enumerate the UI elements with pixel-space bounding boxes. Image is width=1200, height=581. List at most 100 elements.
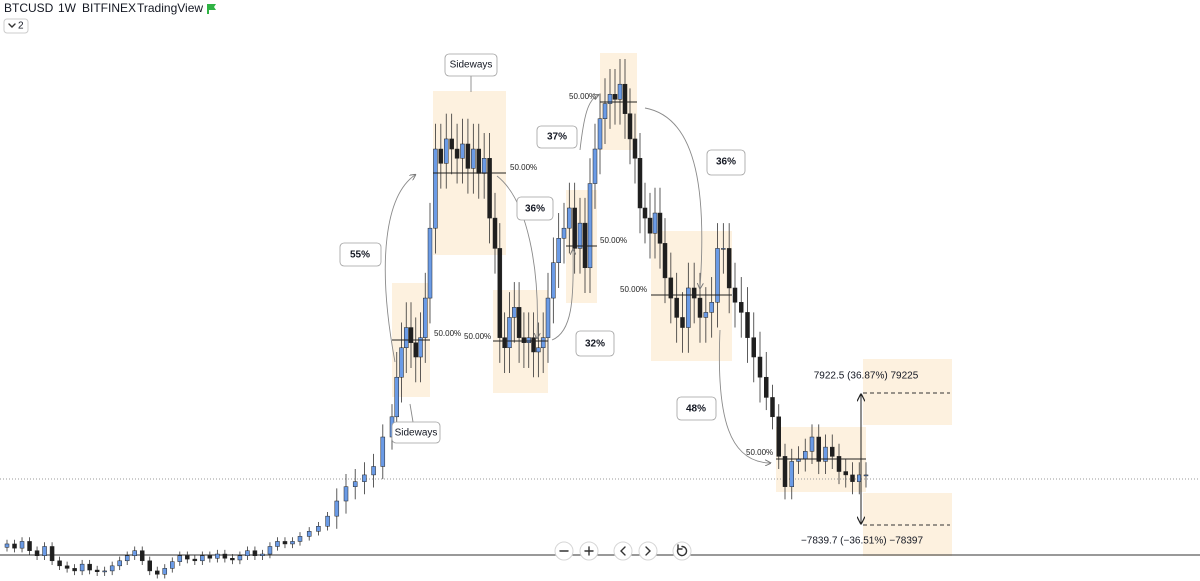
candle-body bbox=[715, 248, 720, 303]
candle-body bbox=[789, 461, 794, 487]
candle-body bbox=[536, 347, 541, 353]
zones bbox=[392, 53, 952, 556]
candle-body bbox=[830, 446, 835, 457]
candle-body bbox=[577, 222, 583, 249]
candle-body bbox=[427, 227, 433, 299]
callout-text: 36% bbox=[716, 157, 736, 168]
symbol: BTCUSD bbox=[4, 1, 54, 15]
candle-body bbox=[215, 553, 220, 559]
callout-text: Sideways bbox=[450, 60, 493, 71]
candle-body bbox=[117, 560, 122, 567]
candle-body bbox=[836, 456, 842, 472]
candle-body bbox=[803, 451, 808, 460]
candle-body bbox=[726, 248, 732, 289]
candle-body bbox=[49, 546, 55, 562]
scroll-left-button[interactable] bbox=[613, 541, 633, 561]
callout bbox=[536, 125, 578, 149]
candle-body bbox=[697, 297, 703, 318]
callout bbox=[676, 396, 717, 421]
candle-body bbox=[380, 436, 386, 467]
candle-body bbox=[487, 158, 492, 219]
arrow bbox=[718, 329, 770, 463]
candle-body bbox=[680, 317, 685, 328]
candle-body bbox=[371, 466, 376, 476]
candle-body bbox=[343, 486, 349, 502]
candle-body bbox=[87, 563, 92, 571]
scroll-right-button[interactable] bbox=[638, 541, 658, 561]
candle-body bbox=[192, 558, 198, 562]
reset-button[interactable] bbox=[672, 541, 692, 561]
candle-body bbox=[843, 471, 848, 476]
callout bbox=[516, 196, 554, 221]
candle-body bbox=[352, 481, 358, 487]
candle-body bbox=[622, 83, 628, 114]
midline-label: 50.00% bbox=[620, 285, 647, 294]
midline-label: 50.00% bbox=[600, 236, 627, 245]
candle-body bbox=[282, 541, 288, 545]
candle-body bbox=[155, 570, 160, 575]
candle-body bbox=[316, 526, 321, 532]
midline-label: 50.00% bbox=[746, 448, 773, 457]
candle-body bbox=[465, 143, 471, 169]
indicator-count: 2 bbox=[18, 21, 24, 32]
candle-body bbox=[556, 238, 561, 263]
candle-body bbox=[652, 212, 658, 234]
exchange: BITFINEX bbox=[82, 1, 136, 15]
candle-body bbox=[757, 356, 763, 378]
arrow bbox=[496, 175, 537, 338]
candle-body bbox=[139, 550, 145, 562]
candle-body bbox=[230, 558, 235, 561]
candle-body bbox=[267, 546, 273, 555]
arrow bbox=[579, 95, 598, 151]
candle-body bbox=[776, 416, 781, 457]
candle-body bbox=[290, 541, 295, 545]
toolbar bbox=[554, 541, 692, 561]
candle-body bbox=[551, 262, 556, 299]
candle-body bbox=[751, 337, 756, 358]
candle-body bbox=[4, 543, 10, 548]
candle-body bbox=[162, 568, 168, 575]
candle-body bbox=[850, 474, 855, 482]
indicator-toggle[interactable] bbox=[3, 18, 29, 34]
candle-body bbox=[647, 217, 653, 234]
arrow bbox=[409, 403, 414, 423]
callout bbox=[575, 330, 615, 357]
candle-body bbox=[739, 302, 744, 313]
candle-body bbox=[34, 550, 40, 556]
candle-body bbox=[770, 397, 775, 418]
candle-body bbox=[394, 376, 399, 418]
candle-body bbox=[170, 561, 175, 569]
candle-body bbox=[109, 565, 115, 572]
candle-body bbox=[433, 148, 438, 229]
chevron-icon bbox=[8, 23, 16, 28]
candle-body bbox=[423, 297, 428, 338]
candle-body bbox=[57, 560, 62, 567]
candle-body bbox=[404, 327, 409, 349]
candle-body bbox=[438, 148, 444, 164]
callout bbox=[706, 149, 746, 176]
candle-body bbox=[64, 565, 70, 569]
source: TradingView bbox=[137, 1, 203, 15]
midline-label: 50.00% bbox=[569, 92, 596, 101]
candle-body bbox=[863, 474, 869, 477]
callout bbox=[391, 421, 441, 444]
candle-body bbox=[237, 555, 243, 561]
interval: 1W bbox=[58, 1, 77, 15]
candle-body bbox=[454, 148, 460, 159]
candle-body bbox=[507, 317, 512, 349]
callout bbox=[339, 242, 382, 267]
candle-body bbox=[657, 212, 663, 244]
candle-body bbox=[607, 94, 613, 104]
callout-text: 32% bbox=[585, 339, 605, 350]
candle-body bbox=[471, 148, 476, 169]
measure-label: −7839.7 (−36.51%) −78397 bbox=[801, 536, 923, 547]
candle-body bbox=[413, 342, 418, 358]
candle-body bbox=[567, 207, 572, 229]
candle-body bbox=[260, 553, 265, 556]
candle-body bbox=[334, 500, 340, 517]
candle-body bbox=[545, 297, 551, 338]
midline-label: 50.00% bbox=[510, 163, 537, 172]
candle-body bbox=[587, 183, 593, 269]
candle-body bbox=[703, 312, 709, 318]
candle-body bbox=[177, 555, 183, 562]
